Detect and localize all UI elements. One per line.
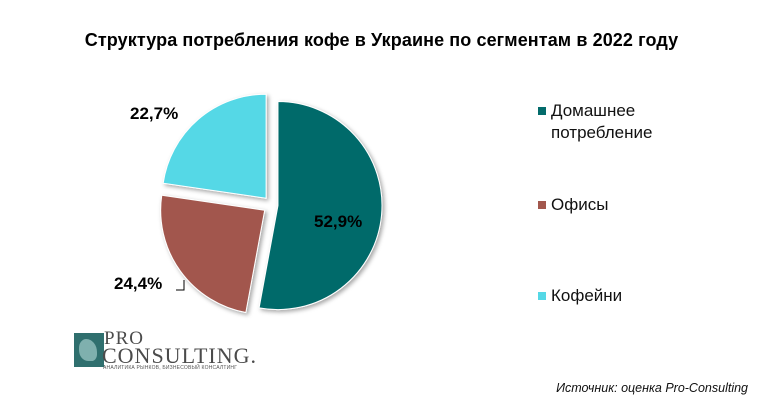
legend-swatch (538, 201, 546, 209)
logo-text-pro: PRO (104, 328, 144, 349)
pie-slice-offices (160, 194, 266, 314)
legend-label: Домашнее потребление (551, 101, 653, 142)
logo-text-consulting: CONSULTING. (102, 343, 258, 368)
legend-swatch (538, 107, 546, 115)
legend-label: Кофейни (551, 286, 623, 305)
source-note: Источник: оценка Pro-Consulting (556, 381, 748, 395)
pie-slice-home (258, 101, 383, 311)
slice-label-home: 52,9% (314, 212, 363, 231)
logo-tagline: АНАЛИТИКА РЫНКОВ, БИЗНЕСОВЫЙ КОНСАЛТИНГ (103, 365, 238, 371)
logo-mark-icon (74, 333, 104, 367)
legend-item-home: Домашнее потребление (538, 100, 652, 144)
legend-item-coffee-shops: Кофейни (538, 285, 622, 307)
legend-label: Офисы (551, 195, 609, 214)
legend-item-offices: Офисы (538, 194, 608, 216)
chart-title: Структура потребления кофе в Украине по … (84, 30, 679, 50)
pro-consulting-logo: PRO CONSULTING. АНАЛИТИКА РЫНКОВ, БИЗНЕС… (74, 328, 274, 376)
slice-label-offices: 24,4% (114, 274, 163, 293)
legend-swatch (538, 292, 546, 300)
slice-label-coffee-shops: 22,7% (130, 104, 179, 123)
pie-slice-coffee-shops (162, 93, 267, 199)
